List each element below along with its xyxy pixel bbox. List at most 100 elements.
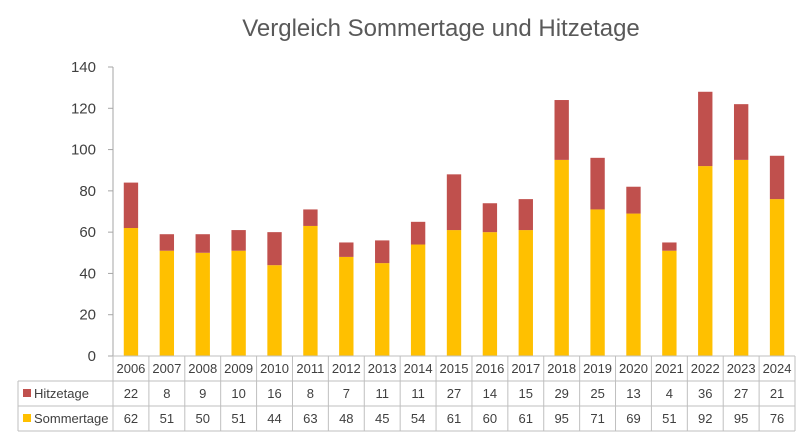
bars (123, 91, 785, 356)
y-tick-label: 80 (79, 183, 96, 200)
x-tick-label: 2013 (368, 361, 397, 376)
bar-hitzetage (446, 174, 462, 231)
x-tick-label: 2008 (188, 361, 217, 376)
bar-hitzetage (267, 232, 282, 266)
x-tick-label: 2011 (296, 361, 324, 376)
bar-sommertage (303, 225, 318, 356)
table-cell: 76 (770, 411, 784, 426)
x-tick-label: 2022 (691, 361, 720, 376)
bar-sommertage (267, 265, 282, 356)
bar-hitzetage (590, 157, 605, 210)
table-cell: 54 (411, 411, 425, 426)
table-cell: 61 (519, 411, 533, 426)
bar-sommertage (518, 230, 533, 356)
y-tick-label: 100 (71, 142, 96, 159)
bar-hitzetage (410, 221, 426, 245)
table-cell: 51 (662, 411, 676, 426)
y-axis: 0 20 40 60 80 100 120 140 (71, 59, 114, 365)
table-cell: 92 (698, 411, 712, 426)
bar-hitzetage (303, 209, 318, 226)
bar-hitzetage (375, 240, 390, 264)
bar-sommertage (482, 232, 498, 356)
x-tick-label: 2016 (475, 361, 504, 376)
table-cell: 44 (267, 411, 281, 426)
x-tick-label: 2024 (763, 361, 792, 376)
x-tick-label: 2014 (404, 361, 433, 376)
x-tick-label: 2015 (440, 361, 469, 376)
table-cell: 10 (231, 386, 245, 401)
table-cell: 8 (163, 386, 170, 401)
bar-sommertage (410, 244, 426, 356)
table-cell: 51 (231, 411, 245, 426)
bar-hitzetage (231, 230, 246, 251)
table-cell: 14 (483, 386, 497, 401)
legend-label: Hitzetage (34, 386, 89, 401)
x-tick-label: 2012 (332, 361, 361, 376)
table-cell: 11 (375, 386, 389, 401)
bar-hitzetage (518, 199, 533, 231)
table-cell: 48 (339, 411, 353, 426)
table-cell: 8 (307, 386, 314, 401)
bar-sommertage (662, 250, 677, 356)
x-tick-label: 2018 (547, 361, 576, 376)
bar-sommertage (339, 256, 354, 356)
legend-label: Sommertage (34, 411, 108, 426)
x-tick-label: 2020 (619, 361, 648, 376)
y-tick-label: 140 (71, 59, 96, 76)
table-cell: 15 (519, 386, 533, 401)
bar-sommertage (590, 209, 605, 356)
chart-title: Vergleich Sommertage und Hitzetage (242, 15, 640, 42)
x-tick-label: 2017 (511, 361, 540, 376)
bar-sommertage (626, 213, 641, 356)
table-cell: 13 (626, 386, 640, 401)
table-cell: 29 (554, 386, 568, 401)
bar-sommertage (769, 199, 785, 356)
bar-hitzetage (626, 186, 641, 214)
x-tick-label: 2023 (727, 361, 756, 376)
bar-hitzetage (733, 104, 749, 160)
data-table: 2006 2007 2008 2009 2010 2011 2012 2013 2014 2015… (17, 355, 796, 432)
x-tick-label: 2007 (152, 361, 181, 376)
bar-sommertage (195, 252, 210, 356)
table-cell: 95 (734, 411, 748, 426)
table-cell: 63 (303, 411, 317, 426)
bar-sommertage (231, 250, 246, 356)
table-cell: 27 (734, 386, 748, 401)
x-tick-label: 2010 (260, 361, 289, 376)
table-cell: 61 (447, 411, 461, 426)
bar-sommertage (698, 166, 713, 356)
bar-sommertage (554, 159, 569, 356)
legend-swatch (23, 414, 31, 422)
table-cell: 27 (447, 386, 461, 401)
table-cell: 51 (160, 411, 174, 426)
table-cell: 69 (626, 411, 640, 426)
bar-hitzetage (339, 242, 354, 257)
table-cell: 9 (199, 386, 206, 401)
table-cell: 71 (590, 411, 604, 426)
bar-sommertage (375, 263, 390, 356)
y-tick-label: 120 (71, 100, 96, 117)
table-cell: 16 (267, 386, 281, 401)
bar-hitzetage (662, 242, 677, 251)
y-tick-label: 20 (79, 307, 96, 324)
table-cell: 62 (124, 411, 138, 426)
bar-hitzetage (769, 155, 785, 200)
table-cell: 4 (666, 386, 673, 401)
bar-hitzetage (195, 234, 210, 253)
x-tick-label: 2019 (583, 361, 612, 376)
legend-swatch (23, 389, 31, 397)
table-cell: 95 (554, 411, 568, 426)
table-cell: 60 (483, 411, 497, 426)
table-cell: 7 (343, 386, 350, 401)
table-cell: 22 (124, 386, 138, 401)
bar-sommertage (159, 250, 175, 356)
bar-hitzetage (482, 203, 498, 233)
table-cell: 25 (590, 386, 604, 401)
y-tick-label: 60 (79, 224, 96, 241)
table-cell: 11 (411, 386, 425, 401)
y-tick-label: 40 (79, 265, 96, 282)
table-cell: 21 (770, 386, 784, 401)
bar-hitzetage (698, 91, 713, 167)
bar-hitzetage (554, 100, 569, 160)
